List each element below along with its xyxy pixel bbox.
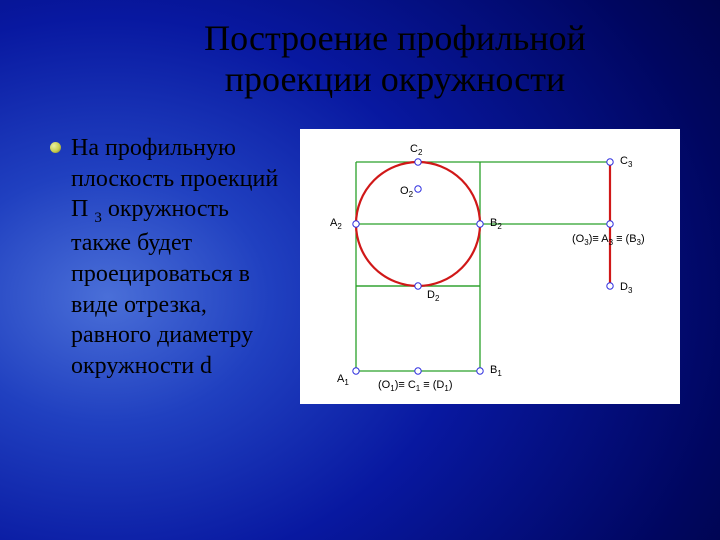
point-label: B1 <box>490 364 502 378</box>
point-label: O2 <box>400 185 413 199</box>
bullet-text: На профильную плоскость проекций П 3 окр… <box>71 133 280 382</box>
point-label: A2 <box>330 217 342 231</box>
point-label: (O3)≡ A3 ≡ (B3) <box>572 233 645 247</box>
bullet-item: На профильную плоскость проекций П 3 окр… <box>50 133 280 382</box>
point-label: B2 <box>490 217 502 231</box>
text-column: На профильную плоскость проекций П 3 окр… <box>50 129 280 382</box>
point-label: D3 <box>620 281 632 295</box>
content-row: На профильную плоскость проекций П 3 окр… <box>50 129 680 404</box>
title-line-1: Построение профильной <box>204 18 586 58</box>
point-label: (O1)≡ C1 ≡ (D1) <box>378 379 453 393</box>
projection-diagram: A2 B2 C2 O2 D2 A1 B1 (O1)≡ C1 ≡ (D1) C3 (O3)≡ A3 … <box>300 129 680 404</box>
point-label: A1 <box>337 373 349 387</box>
bullet-icon <box>50 142 61 153</box>
slide-title: Построение профильной проекции окружност… <box>50 18 680 101</box>
slide: Построение профильной проекции окружност… <box>0 0 720 540</box>
title-line-2: проекции окружности <box>225 59 566 99</box>
point-label: C2 <box>410 143 422 157</box>
diagram-column: A2 B2 C2 O2 D2 A1 B1 (O1)≡ C1 ≡ (D1) C3 (O3)≡ A3 … <box>300 129 680 404</box>
point-label: C3 <box>620 155 632 169</box>
point-label: D2 <box>427 289 439 303</box>
